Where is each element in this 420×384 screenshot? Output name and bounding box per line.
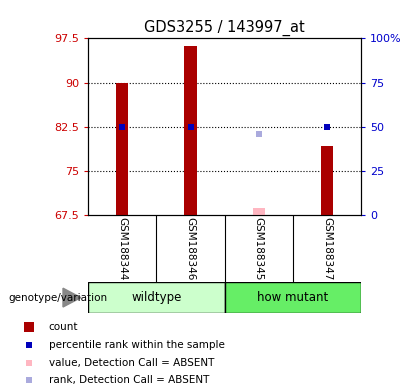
Text: GSM188345: GSM188345 <box>254 217 264 280</box>
Bar <box>225 282 361 313</box>
Bar <box>116 83 129 215</box>
Text: genotype/variation: genotype/variation <box>8 293 108 303</box>
Text: count: count <box>49 322 78 332</box>
Text: percentile rank within the sample: percentile rank within the sample <box>49 340 225 350</box>
Title: GDS3255 / 143997_at: GDS3255 / 143997_at <box>144 20 305 36</box>
Text: value, Detection Call = ABSENT: value, Detection Call = ABSENT <box>49 358 214 368</box>
Polygon shape <box>63 288 81 307</box>
Bar <box>184 46 197 215</box>
Text: wildtype: wildtype <box>131 291 181 304</box>
Bar <box>321 146 333 215</box>
Text: rank, Detection Call = ABSENT: rank, Detection Call = ABSENT <box>49 376 209 384</box>
Bar <box>253 208 265 215</box>
Text: GSM188344: GSM188344 <box>117 217 127 280</box>
Text: GSM188347: GSM188347 <box>322 217 332 280</box>
Text: GSM188346: GSM188346 <box>186 217 196 280</box>
Text: how mutant: how mutant <box>257 291 328 304</box>
Bar <box>88 282 225 313</box>
